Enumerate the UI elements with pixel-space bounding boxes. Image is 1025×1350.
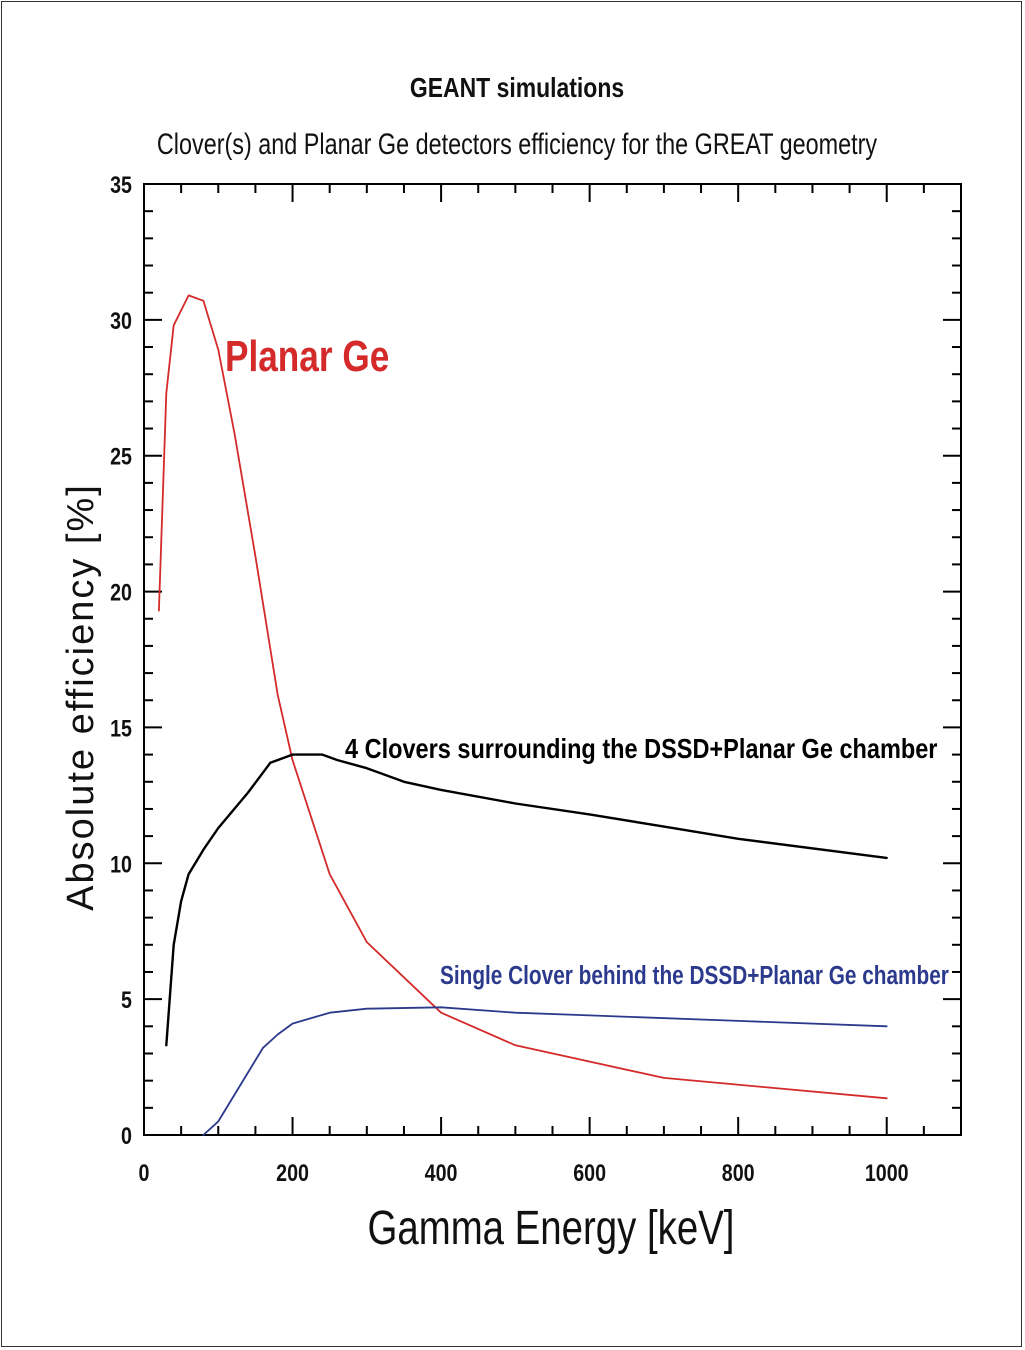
y-tick-label: 25 [110, 443, 132, 470]
x-tick-labels: 0 200 400 600 800 1000 [139, 1159, 909, 1186]
chart-title: GEANT simulations [410, 73, 624, 104]
plot-area [143, 183, 962, 1136]
series-line-planar-ge [158, 294, 888, 1100]
series-line-single-clover [202, 1006, 888, 1136]
x-tick-label: 600 [573, 1159, 606, 1186]
y-tick-labels: 0 5 10 15 20 25 30 35 [110, 171, 132, 1149]
series-label-planar-ge: Planar Ge [225, 332, 389, 381]
y-tick-label: 30 [110, 307, 132, 334]
x-tick-label: 400 [425, 1159, 458, 1186]
chart-subtitle: Clover(s) and Planar Ge detectors effici… [157, 127, 878, 160]
y-tick-label: 20 [110, 579, 132, 606]
x-tick-label: 800 [722, 1159, 755, 1186]
y-tick-label: 0 [121, 1122, 132, 1149]
x-axis-label: Gamma Energy [keV] [368, 1202, 735, 1255]
x-tick-label: 0 [139, 1159, 150, 1186]
y-tick-label: 15 [110, 715, 132, 742]
y-axis-label: Absolute efficiency [%] [60, 483, 102, 911]
series-line-4-clovers [165, 753, 888, 1047]
y-tick-label: 35 [110, 171, 132, 198]
y-tick-label: 5 [121, 986, 132, 1013]
series-label-4-clovers: 4 Clovers surrounding the DSSD+Planar Ge… [345, 734, 937, 764]
x-tick-label: 200 [276, 1159, 309, 1186]
y-tick-label: 10 [110, 850, 132, 877]
x-tick-label: 1000 [865, 1159, 909, 1186]
series-lines [158, 294, 888, 1136]
series-label-single-clover: Single Clover behind the DSSD+Planar Ge … [440, 961, 949, 990]
axis-ticks [143, 183, 962, 1136]
